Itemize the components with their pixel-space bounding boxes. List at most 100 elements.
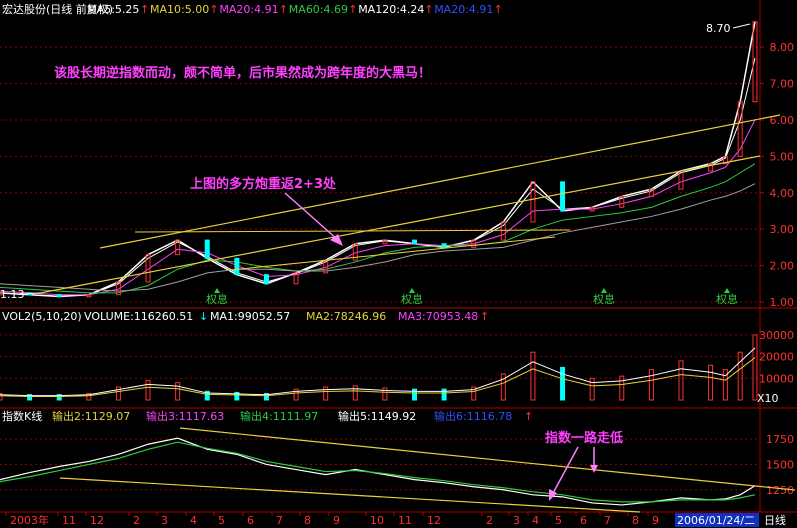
- up-arrow-icon: ↑: [494, 3, 503, 16]
- up-arrow-icon: ↑: [279, 3, 288, 16]
- price-header-item: MA60:4.69: [289, 3, 348, 16]
- price-candle: [589, 206, 595, 212]
- volume-bar: [678, 360, 684, 401]
- volume-bar: [722, 369, 728, 401]
- price-tick-label: 3.00: [770, 223, 795, 236]
- price-candle: [86, 294, 92, 298]
- volume-bar: [352, 385, 358, 401]
- price-candle: [737, 101, 743, 157]
- volume-unit-label: X10: [757, 392, 779, 405]
- price-series-ma5: [0, 57, 756, 297]
- index-output6: 输出6:1116.78: [434, 409, 512, 423]
- volume-bar: [56, 394, 62, 401]
- price-candle: [56, 294, 62, 298]
- price-series-ma60: [0, 163, 756, 294]
- volume-bar: [589, 377, 595, 401]
- x-axis-label: 2: [133, 514, 140, 527]
- price-candle: [263, 274, 269, 285]
- index-output5: 输出5:1149.92: [338, 409, 416, 423]
- price-candle: [530, 181, 536, 223]
- price-tick-label: 1.00: [770, 296, 795, 309]
- annotation-arrow-head: [330, 234, 343, 246]
- quanxi-marker-icon: [724, 288, 730, 293]
- lower-trendline: [39, 155, 761, 294]
- volume-tick-label: 20000: [759, 351, 794, 364]
- volume-tick-label: 30000: [759, 329, 794, 342]
- quanxi-marker-icon: [214, 288, 220, 293]
- volume-bar: [619, 375, 625, 401]
- horizontal-resistance-line: [134, 229, 571, 233]
- price-tick-label: 8.00: [770, 41, 795, 54]
- price-tick-label: 5.00: [770, 150, 795, 163]
- price-low-pointer: [19, 292, 41, 295]
- price-header-item: MA10:5.00: [150, 3, 209, 16]
- index-lower-trendline: [59, 477, 641, 513]
- volume-bar: [234, 391, 240, 401]
- down-arrow-icon: ↓: [199, 310, 208, 323]
- x-axis-label: 7: [276, 514, 283, 527]
- volume-bar: [560, 366, 566, 401]
- volume-bar: [175, 382, 181, 401]
- x-axis-label: 9: [652, 514, 659, 527]
- price-candle: [500, 221, 506, 241]
- index-series-3: [0, 441, 756, 503]
- volume-bar: [500, 373, 506, 401]
- x-axis-label: 12: [427, 514, 441, 527]
- x-axis-label: 9: [333, 514, 340, 527]
- quanxi-label: 权息: [206, 292, 228, 306]
- index-upper-trendline: [179, 427, 796, 491]
- price-high-label: 8.70: [706, 22, 731, 35]
- volume-bar: [471, 386, 477, 401]
- volume-bar: [293, 388, 299, 401]
- volume-bar: [323, 386, 329, 401]
- price-candle: [752, 21, 758, 103]
- price-candle: [293, 272, 299, 285]
- x-axis-label: 3: [513, 514, 520, 527]
- price-header-item: MA5:5.25: [87, 3, 139, 16]
- x-axis-label: 8: [304, 514, 311, 527]
- x-axis-label: 8: [632, 514, 639, 527]
- volume-bar: [441, 388, 447, 401]
- volume-bar: [382, 387, 388, 401]
- price-candle: [175, 239, 181, 256]
- price-high-pointer: [732, 23, 751, 29]
- x-axis-label: 5: [218, 514, 225, 527]
- price-candle: [708, 163, 714, 172]
- index-arrow-head: [549, 489, 557, 501]
- price-header-item: MA120:4.24: [358, 3, 424, 16]
- price-candle: [560, 181, 566, 212]
- index-arrow-line: [551, 446, 579, 496]
- upper-trendline: [99, 114, 781, 249]
- volume-ma1: MA1:99052.57: [210, 310, 290, 323]
- date-box: [675, 513, 759, 527]
- price-candle: [234, 257, 240, 276]
- price-tick-label: 7.00: [770, 78, 795, 91]
- main-annotation: 该股长期逆指数而动，颇不简单，后市果然成为跨年度的大黑马！: [54, 65, 431, 81]
- price-candle: [619, 195, 625, 208]
- x-axis-label: 4: [532, 514, 539, 527]
- quanxi-label: 权息: [716, 292, 738, 306]
- volume-tick-label: 10000: [759, 372, 794, 385]
- x-axis-label: 2: [486, 514, 493, 527]
- volume-bar: [530, 351, 536, 401]
- up-arrow-icon: ↑: [140, 3, 149, 16]
- price-tick-label: 2.00: [770, 260, 795, 273]
- index-arrow-head-2: [590, 465, 598, 473]
- volume-ma3: MA3:70953.48: [398, 310, 478, 323]
- price-candle: [0, 292, 3, 296]
- index-output2: 输出2:1129.07: [52, 409, 130, 423]
- index-tick-label: 1250: [766, 484, 794, 497]
- volume-bar: [412, 388, 418, 401]
- volume-ma1-line: [0, 347, 756, 397]
- x-axis-label: 6: [580, 514, 587, 527]
- x-axis-label: 7: [604, 514, 611, 527]
- index-tick-label: 1500: [766, 458, 794, 471]
- volume-header-value: VOLUME:116260.51: [84, 310, 193, 323]
- price-series-ma20: [0, 119, 756, 296]
- volume-bar: [145, 379, 151, 401]
- index-series-2: [0, 437, 756, 506]
- date-box-label: 2006/01/24/二: [677, 514, 755, 527]
- arrow-annotation: 上图的多方炮重返2+3处: [190, 176, 337, 192]
- price-candle: [115, 281, 121, 296]
